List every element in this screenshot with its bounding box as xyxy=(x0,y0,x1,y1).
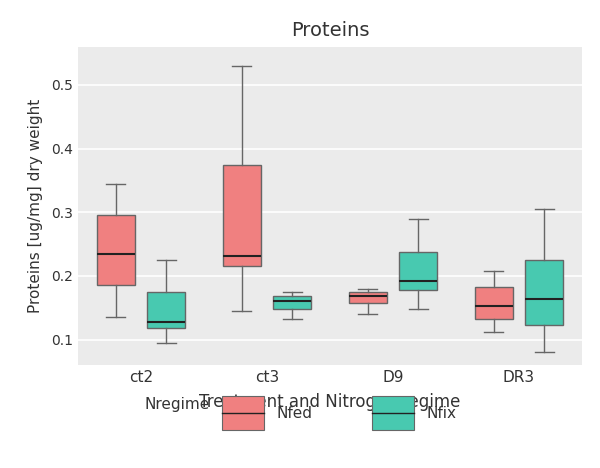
X-axis label: Treatment and Nitrogen regime: Treatment and Nitrogen regime xyxy=(199,393,461,411)
FancyBboxPatch shape xyxy=(222,396,264,430)
PathPatch shape xyxy=(349,292,387,303)
PathPatch shape xyxy=(148,292,185,328)
FancyBboxPatch shape xyxy=(372,396,414,430)
PathPatch shape xyxy=(400,252,437,290)
PathPatch shape xyxy=(475,287,513,319)
Y-axis label: Proteins [ug/mg] dry weight: Proteins [ug/mg] dry weight xyxy=(28,99,43,313)
Title: Proteins: Proteins xyxy=(291,21,369,40)
Text: Nfed: Nfed xyxy=(276,406,312,421)
PathPatch shape xyxy=(526,260,563,325)
Text: Nregime: Nregime xyxy=(145,397,210,412)
PathPatch shape xyxy=(274,296,311,309)
PathPatch shape xyxy=(223,165,260,266)
Text: Nfix: Nfix xyxy=(426,406,456,421)
PathPatch shape xyxy=(97,215,134,285)
